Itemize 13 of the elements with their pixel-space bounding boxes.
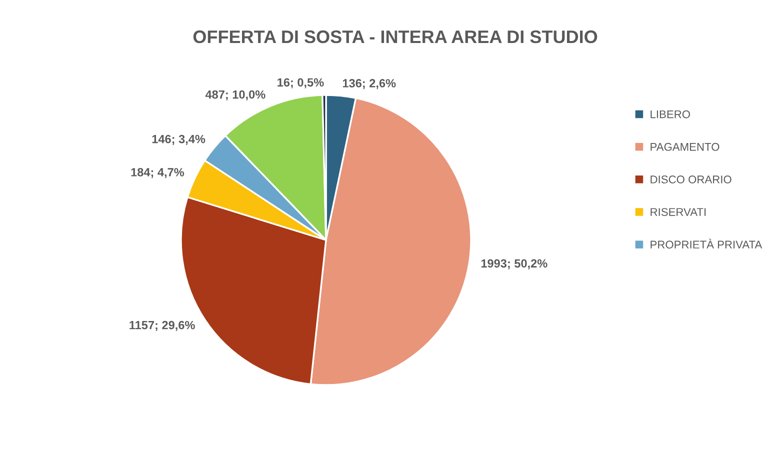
chart-title: OFFERTA DI SOSTA - INTERA AREA DI STUDIO [193,30,598,44]
data-label: 184; 4,7% [131,168,184,178]
data-label: 146; 3,4% [152,134,206,145]
data-label: 16; 0,5% [278,78,324,88]
legend-label: RISERVATI [650,208,706,216]
data-label: 136; 2,6% [342,79,396,90]
data-label: 1157; 29,6% [130,320,195,332]
data-label: 1993; 50,2% [481,259,548,270]
data-label: 487; 10,0% [205,90,266,100]
legend-label: PROPRIETÀ PRIVATA [650,238,762,249]
legend-label: PAGAMENTO [650,142,720,151]
legend-label: DISCO ORARIO [650,176,732,184]
legend-label: LIBERO [650,110,690,118]
